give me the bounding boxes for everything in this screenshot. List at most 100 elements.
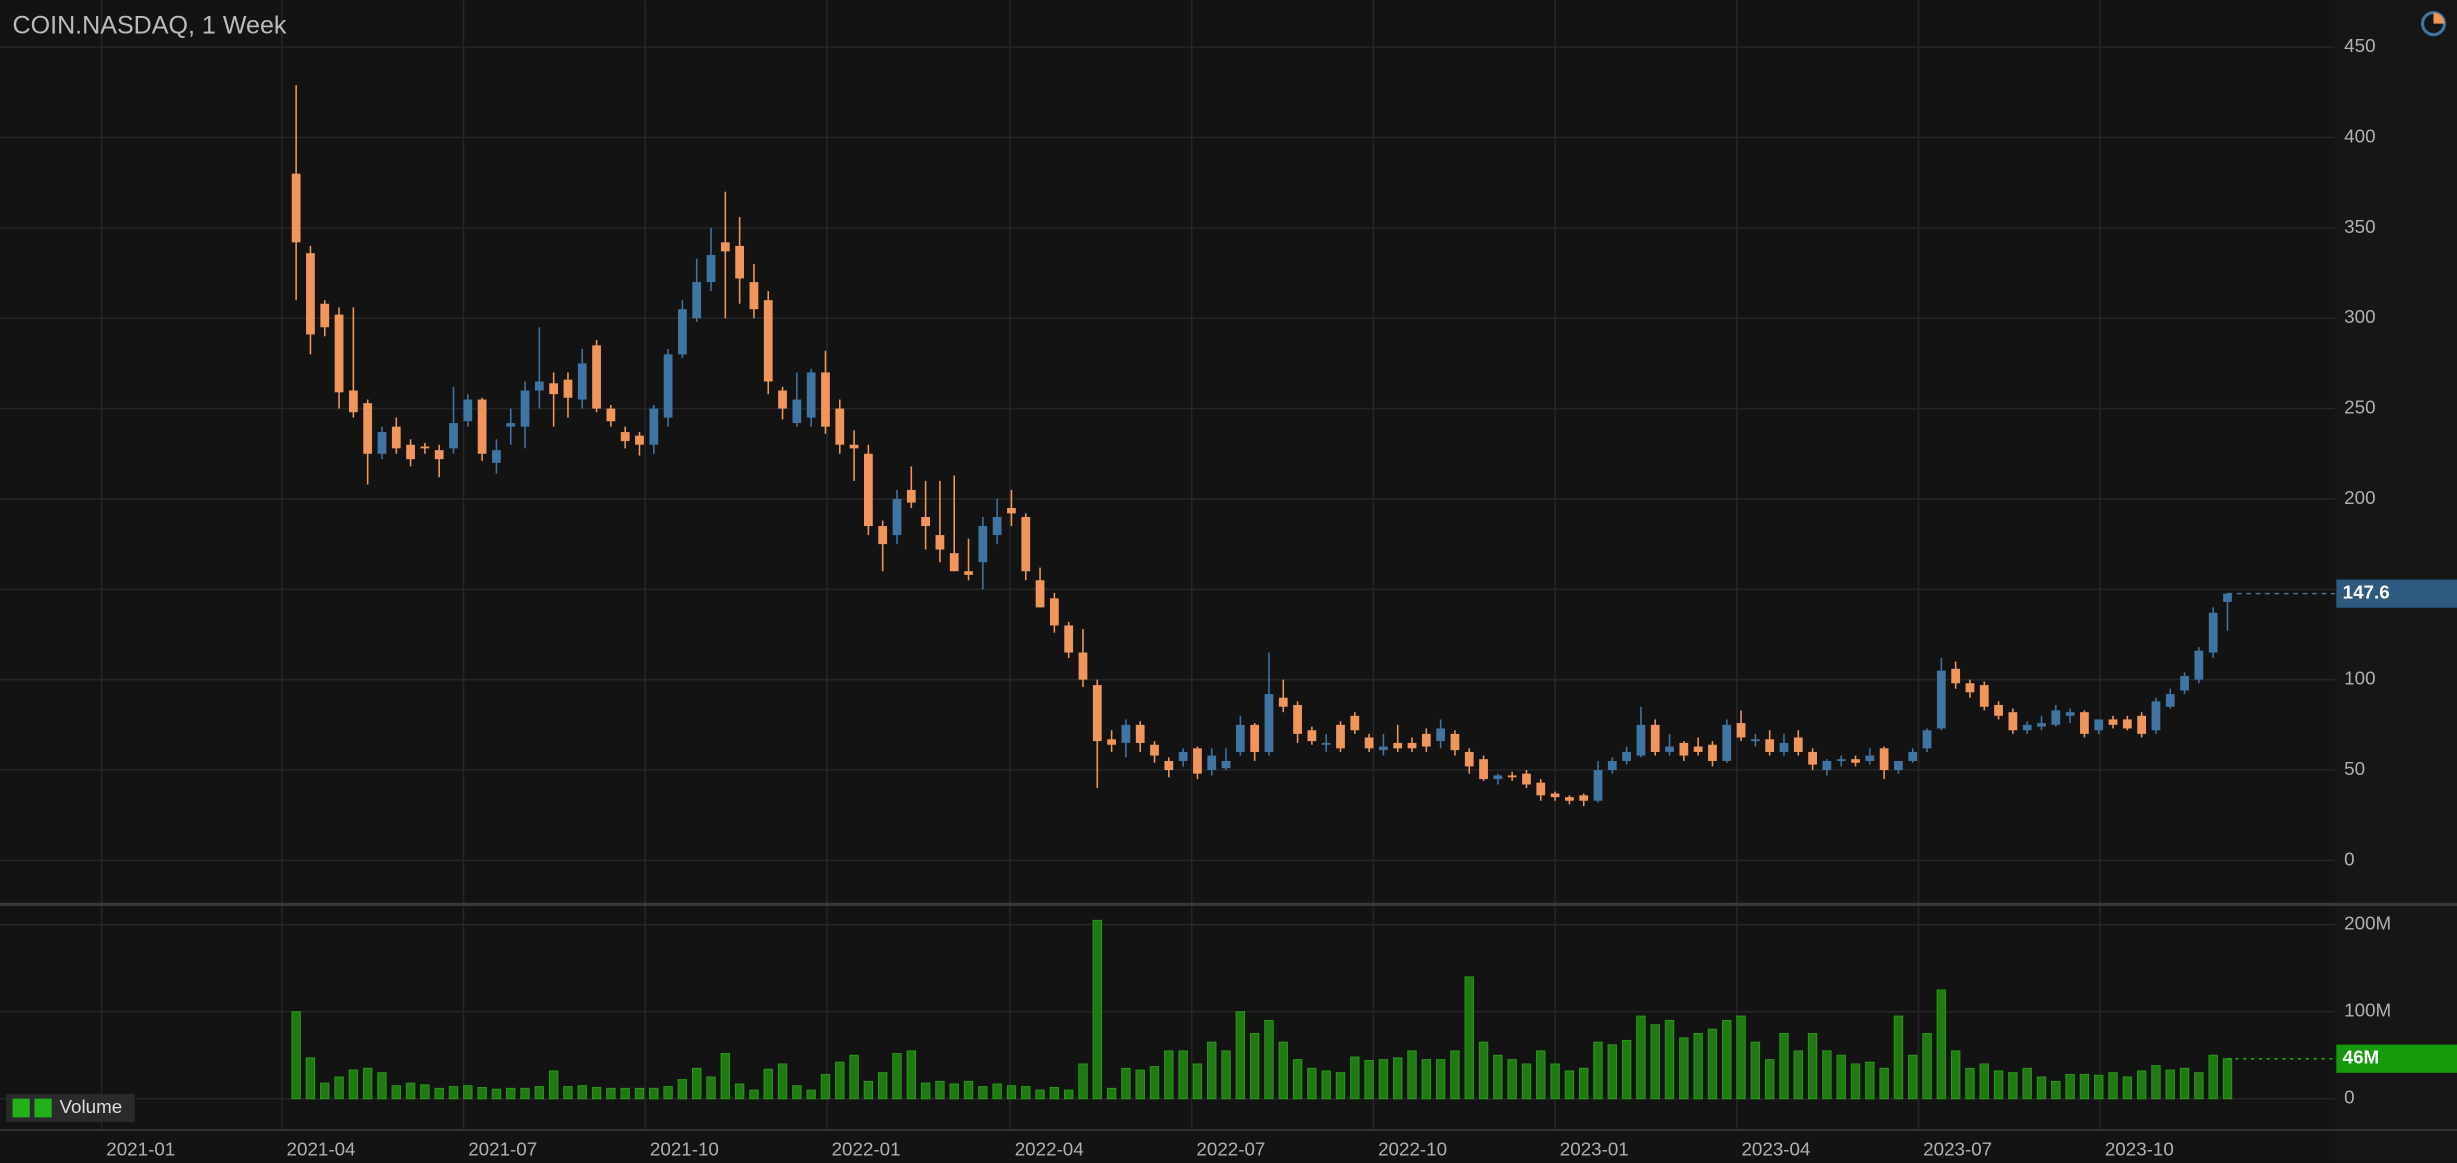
volume-bar <box>2094 1074 2104 1100</box>
volume-bar <box>663 1086 673 1100</box>
volume-bar <box>305 1057 316 1100</box>
legend-label: Volume <box>60 1096 123 1117</box>
volume-bar <box>1478 1041 1489 1100</box>
candle-body <box>692 282 702 319</box>
candle-body <box>821 372 830 427</box>
volume-bar <box>935 1080 945 1100</box>
candle-body <box>1221 760 1231 769</box>
candle-body <box>1951 668 1961 684</box>
candle-body <box>649 408 659 445</box>
volume-bar <box>1908 1054 1918 1100</box>
chart-title: COIN.NASDAQ, 1 Week <box>13 11 287 39</box>
candle-body <box>520 390 530 427</box>
candle-body <box>878 526 888 545</box>
candle-body <box>1750 739 1760 742</box>
volume-bar <box>734 1083 745 1100</box>
volume-bar <box>577 1085 587 1100</box>
candle-body <box>849 444 859 449</box>
icon-slice[interactable] <box>2433 12 2445 24</box>
candle-body <box>363 403 373 454</box>
candle-body <box>1107 739 1116 745</box>
candle-body <box>1565 797 1574 801</box>
volume-bar <box>1593 1041 1603 1100</box>
volume-bar <box>1850 1063 1861 1100</box>
x-tick-label: 2023-07 <box>1923 1138 1992 1159</box>
volume-bar <box>706 1076 716 1100</box>
candle-body <box>1364 737 1374 749</box>
volume-bar <box>1807 1033 1818 1100</box>
volume-bar <box>1550 1063 1560 1100</box>
candle-body <box>2180 676 2189 691</box>
candle-body <box>1479 759 1488 780</box>
candle-body <box>1021 517 1031 572</box>
candle-body <box>1464 751 1474 767</box>
volume-bar <box>1693 1033 1703 1100</box>
volume-bar <box>820 1073 831 1100</box>
volume-bar <box>2122 1076 2133 1100</box>
candle-body <box>906 489 916 503</box>
volume-bar <box>1192 1063 1203 1100</box>
candle-body <box>1150 744 1159 756</box>
volume-bar <box>1450 1050 1460 1100</box>
candle-body <box>1708 744 1717 761</box>
volume-bar <box>2065 1073 2075 1100</box>
volume-bar <box>1950 1050 1961 1100</box>
volume-bar <box>420 1084 430 1100</box>
volume-bar <box>1636 1015 1646 1100</box>
candle-body <box>620 432 630 442</box>
candle-body <box>835 408 845 445</box>
volume-bar <box>749 1089 759 1100</box>
candle-body <box>1593 770 1603 801</box>
candle-body <box>377 432 387 454</box>
candle-body <box>1722 724 1732 761</box>
x-tick-label: 2021-10 <box>650 1138 719 1159</box>
candle-body <box>306 253 315 335</box>
candle-body <box>420 446 430 449</box>
candle-body <box>792 399 802 424</box>
volume-bar <box>1822 1050 1832 1100</box>
settings-icon[interactable] <box>2420 11 2447 37</box>
volume-bar <box>978 1086 988 1100</box>
volume-bar <box>2165 1069 2175 1100</box>
candle-body <box>2008 712 2018 731</box>
candle-body <box>1550 793 1560 798</box>
x-tick-label: 2022-07 <box>1196 1138 1265 1159</box>
volume-bar <box>992 1083 1002 1100</box>
candle-body <box>992 517 1002 536</box>
x-tick-label: 2022-04 <box>1015 1138 1084 1159</box>
candle-body <box>1450 733 1460 751</box>
volume-bar <box>963 1080 974 1100</box>
volume-bar <box>1092 919 1102 1100</box>
volume-bar <box>1993 1070 2004 1100</box>
candle-body <box>663 354 673 418</box>
candle-body <box>1507 775 1517 778</box>
candle-body <box>1078 652 1088 680</box>
volume-bar <box>491 1088 502 1100</box>
volume-bar <box>1836 1054 1846 1100</box>
y-tick-label: 0 <box>2344 848 2354 869</box>
candle-body <box>1822 760 1832 771</box>
candle-body <box>434 450 444 460</box>
candle-body <box>921 517 931 527</box>
volume-bar <box>2136 1070 2147 1100</box>
volume-bar <box>1278 1041 1288 1100</box>
volume-bar <box>1536 1050 1546 1100</box>
candle-body <box>1622 751 1632 761</box>
volume-bar <box>291 1011 301 1100</box>
volume-bar <box>1063 1089 1074 1100</box>
volume-bar <box>1149 1066 1160 1100</box>
candle-body <box>2065 712 2075 716</box>
volume-bar <box>1207 1041 1217 1100</box>
volume-bar <box>920 1082 931 1100</box>
volume-bar <box>763 1068 773 1100</box>
last-volume-tag <box>2336 1044 2457 1073</box>
volume-bar <box>463 1085 473 1100</box>
volume-bar <box>1049 1086 1060 1100</box>
candle-body <box>1879 748 1889 771</box>
candle-body <box>949 553 959 572</box>
volume-bar <box>520 1087 530 1100</box>
volume-bar <box>835 1061 845 1100</box>
candle-body <box>1321 742 1331 745</box>
candle-body <box>749 282 759 310</box>
candle-body <box>577 363 587 400</box>
